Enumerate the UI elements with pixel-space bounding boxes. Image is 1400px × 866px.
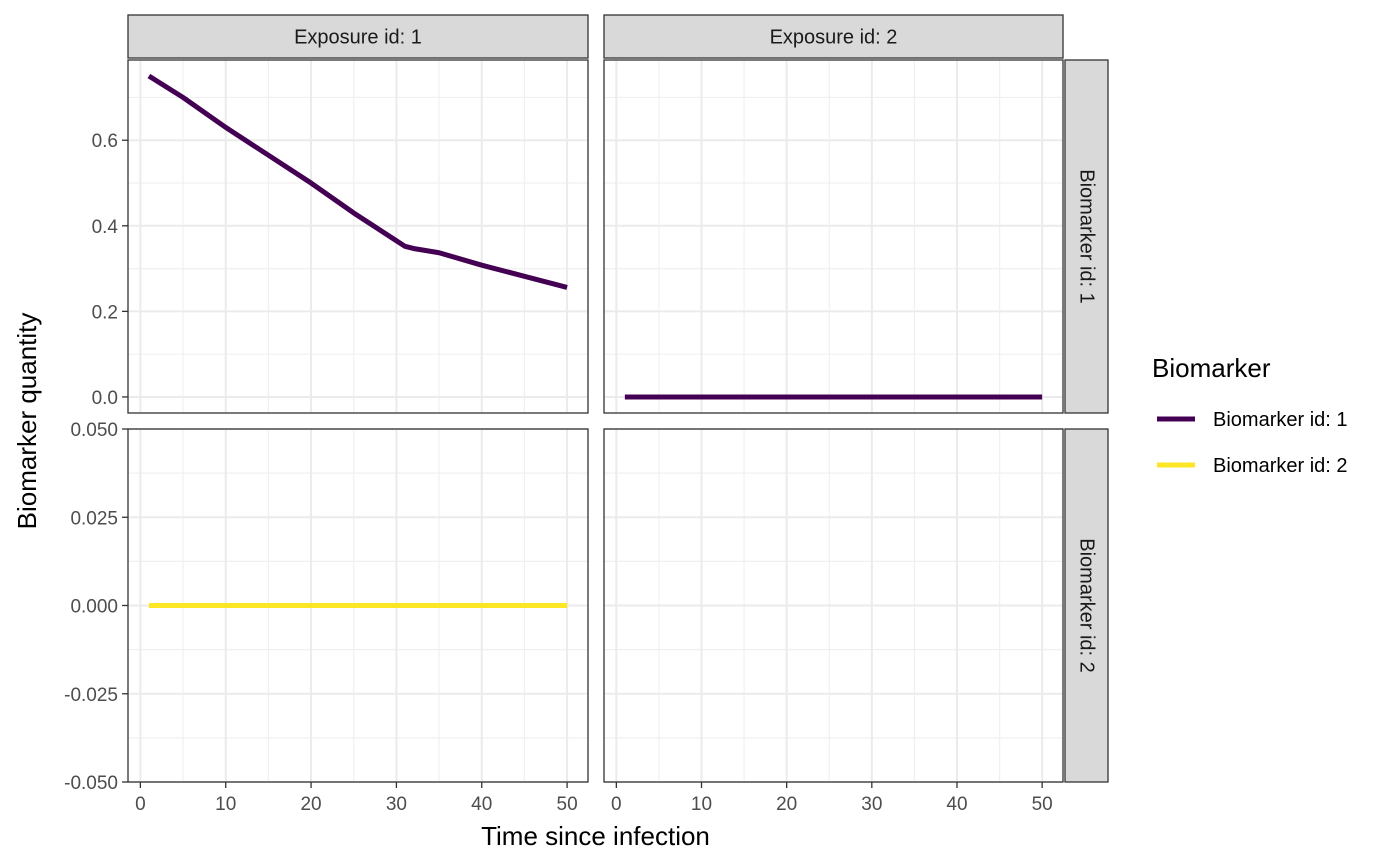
strip-label-exposure-2: Exposure id: 2 xyxy=(770,27,898,49)
series-line-biomarker-1-r1-c1 xyxy=(147,73,568,290)
x-tick-label: 50 xyxy=(557,794,578,815)
y-tick-label: 0.050 xyxy=(70,420,118,441)
x-tick-label: 20 xyxy=(776,794,797,815)
strip-top-1 xyxy=(127,14,589,59)
y-tick-label: 0.6 xyxy=(92,131,118,152)
strip-right-2 xyxy=(1064,428,1109,783)
y-tick-label: 0.025 xyxy=(70,508,118,529)
y-tick-label: -0.050 xyxy=(64,773,118,794)
x-tick-label: 10 xyxy=(691,794,712,815)
x-tick-label: 30 xyxy=(386,794,407,815)
x-tick-label: 30 xyxy=(861,794,882,815)
panel-background xyxy=(128,60,588,413)
y-tick-label: 0.000 xyxy=(70,597,118,618)
panel-border xyxy=(603,428,1064,783)
y-tick-label: -0.025 xyxy=(64,685,118,706)
x-tick-label: 10 xyxy=(215,794,236,815)
strip-label-biomarker-1: Biomarker id: 1 xyxy=(1076,169,1098,304)
y-tick-label: 0.4 xyxy=(92,217,119,238)
legend-label-1: Biomarker id: 1 xyxy=(1213,409,1348,431)
panel-background xyxy=(604,60,1063,413)
x-tick-label: 20 xyxy=(300,794,321,815)
panel-border xyxy=(127,59,589,414)
x-tick-label: 40 xyxy=(946,794,967,815)
legend-label-2: Biomarker id: 2 xyxy=(1213,455,1348,477)
strip-label-exposure-1: Exposure id: 1 xyxy=(294,27,422,49)
x-tick-label: 0 xyxy=(135,794,146,815)
panel-r1-c1 xyxy=(128,60,588,413)
strip-top-2 xyxy=(603,14,1064,59)
x-tick-label: 50 xyxy=(1032,794,1053,815)
legend: Biomarker Biomarker id: 1 Biomarker id: 2 xyxy=(1152,353,1348,477)
strip-label-biomarker-2: Biomarker id: 2 xyxy=(1076,538,1098,673)
x-axis-title: Time since infection xyxy=(481,821,710,851)
x-tick-label: 0 xyxy=(611,794,622,815)
y-tick-label: 0.2 xyxy=(92,302,118,323)
y-axis-title: Biomarker quantity xyxy=(12,313,42,530)
panel-border xyxy=(603,59,1064,414)
panel-r2-c2 xyxy=(604,428,1063,783)
panel-r1-c2 xyxy=(604,60,1063,413)
x-tick-label: 40 xyxy=(471,794,492,815)
strip-right-1 xyxy=(1064,59,1109,414)
y-tick-label: 0.0 xyxy=(92,388,118,409)
legend-title: Biomarker xyxy=(1152,353,1271,383)
